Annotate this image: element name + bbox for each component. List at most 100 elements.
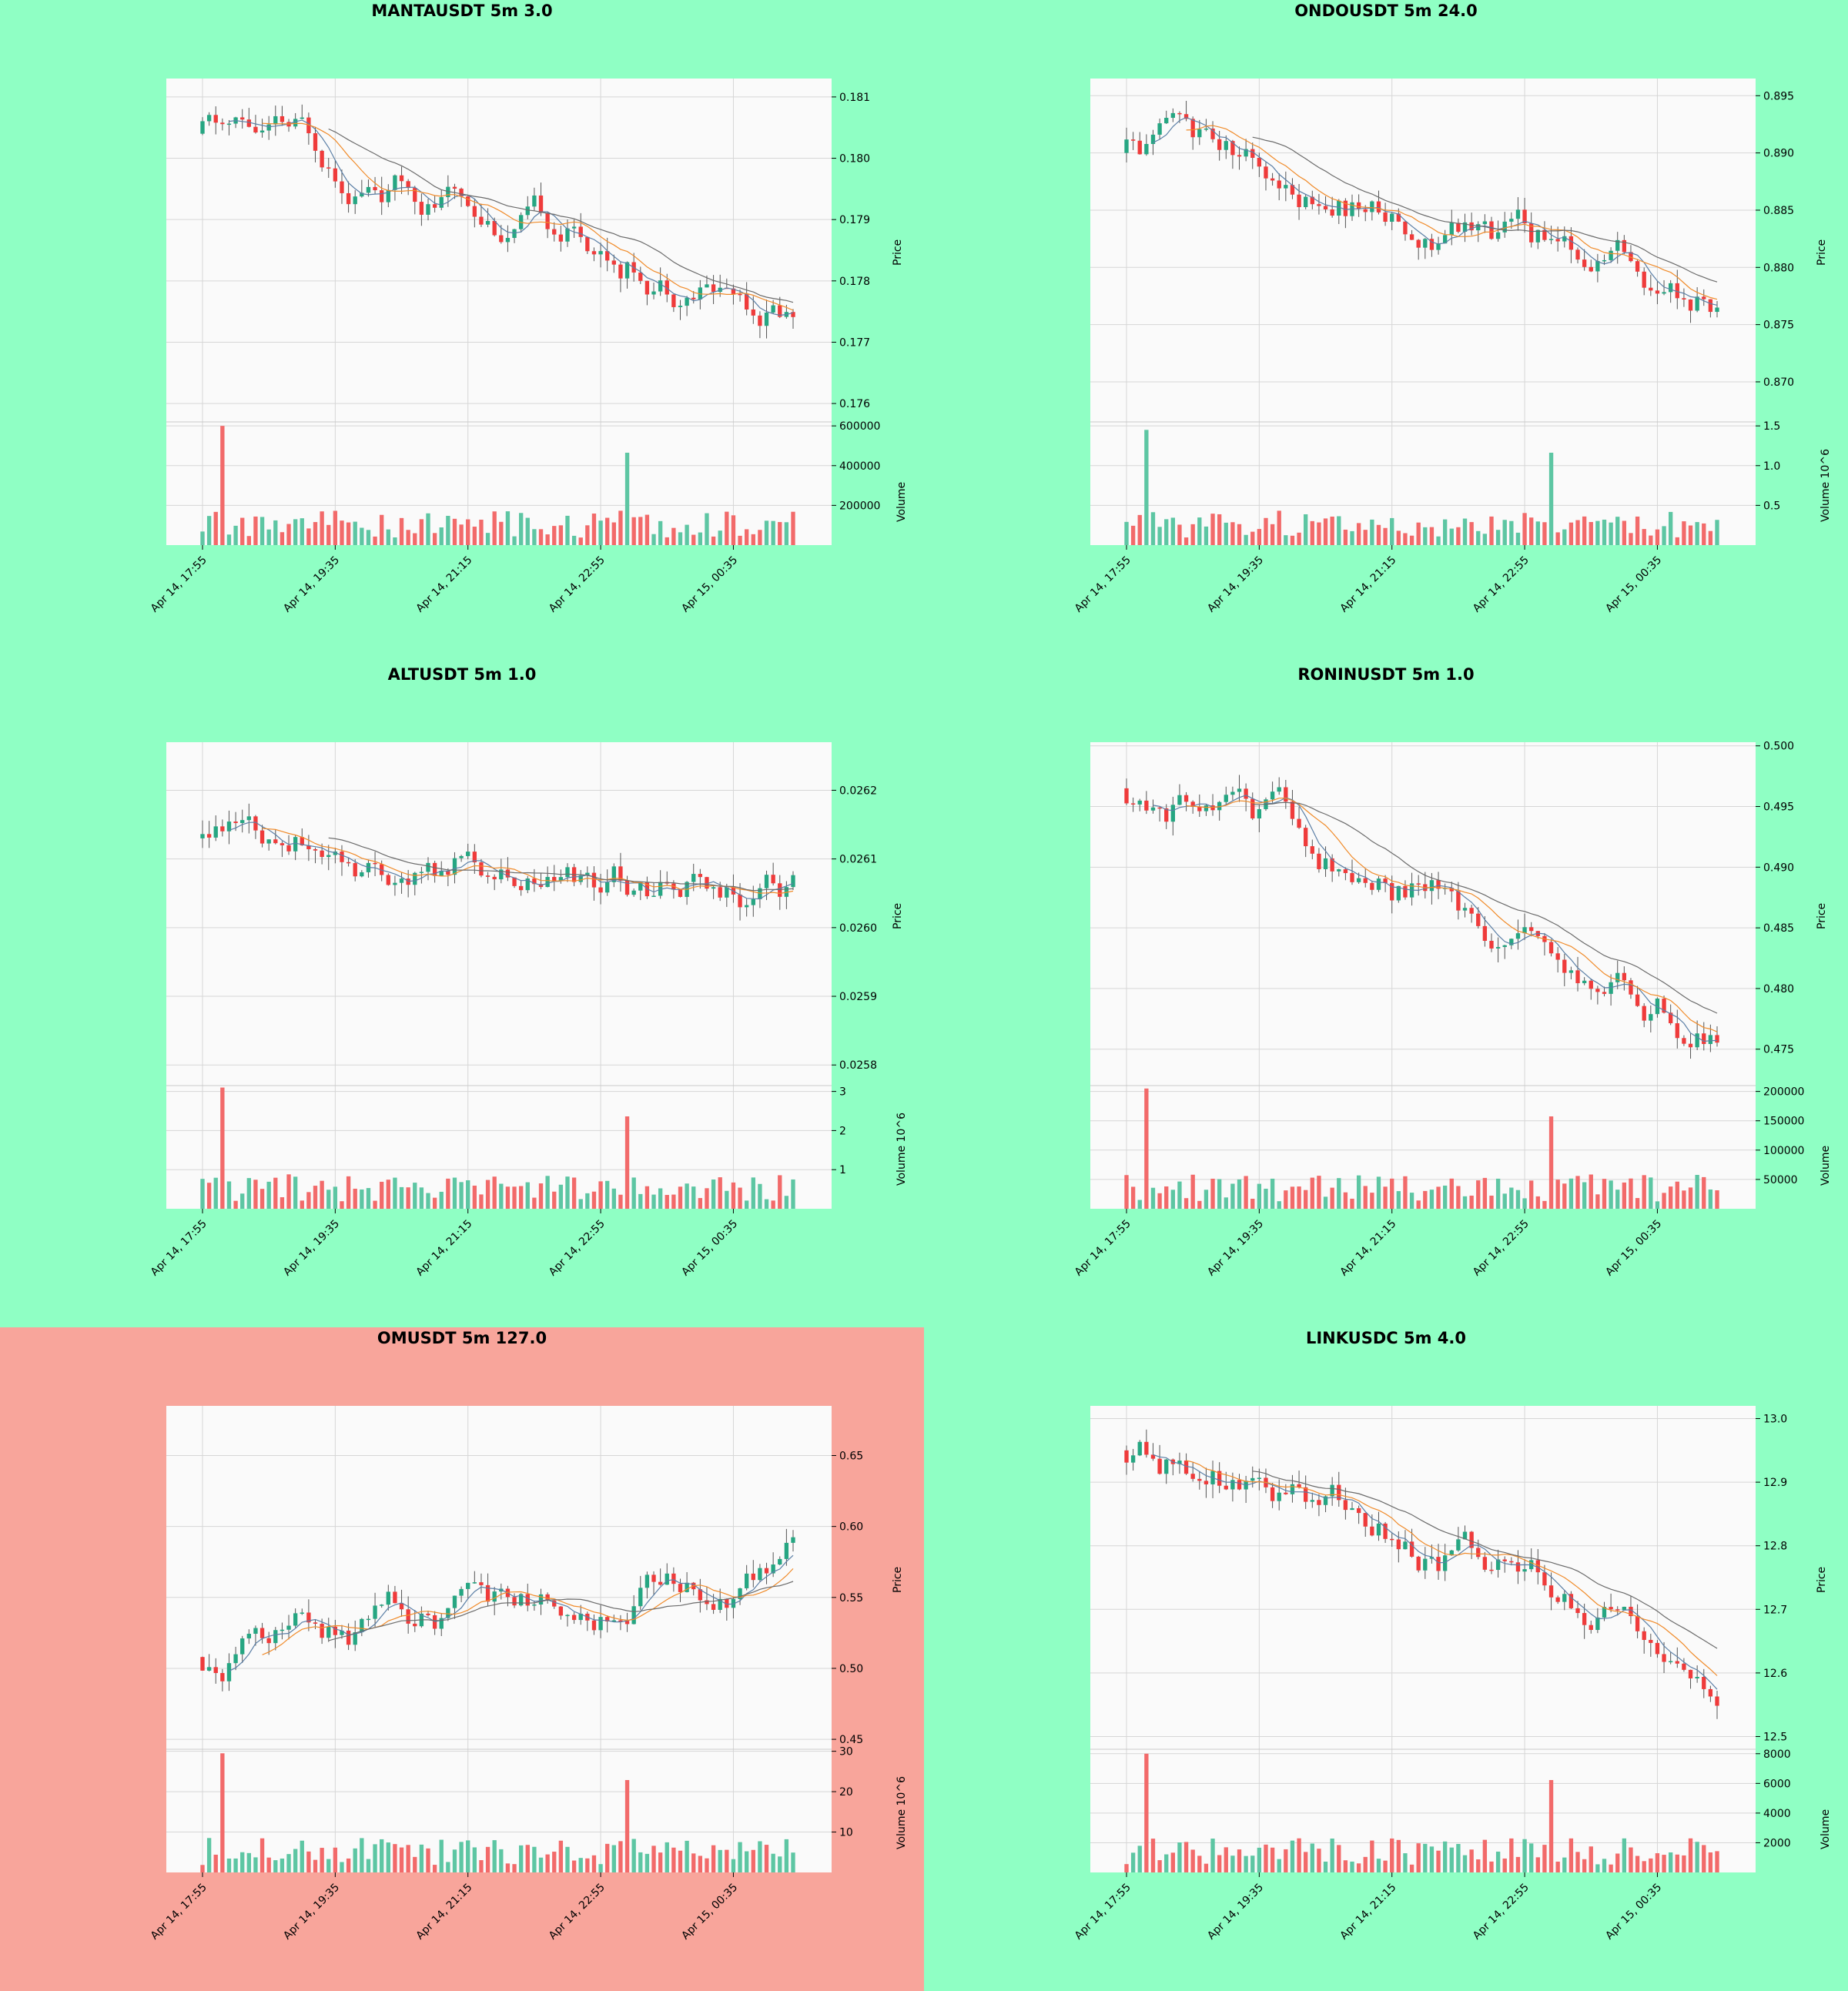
volume-tick-label: 400000 xyxy=(839,460,880,473)
candle-body xyxy=(1482,221,1488,225)
candle-body xyxy=(313,133,318,151)
volume-bar xyxy=(512,1186,517,1209)
candle-body xyxy=(1210,805,1215,811)
volume-tick-label: 2 xyxy=(839,1125,846,1137)
candle-body xyxy=(246,816,251,821)
volume-bar xyxy=(1482,1177,1488,1209)
candle-body xyxy=(1449,223,1454,236)
candle-body xyxy=(624,1621,630,1625)
volume-bar xyxy=(1204,1863,1209,1872)
volume-bar xyxy=(413,1183,417,1209)
volume-bar xyxy=(380,1181,384,1209)
candle-body xyxy=(565,228,570,242)
volume-bar xyxy=(1682,1190,1686,1209)
candle-body xyxy=(1622,972,1627,981)
candle-body xyxy=(413,1623,417,1627)
volume-bar xyxy=(644,1186,650,1209)
candle-body xyxy=(1502,1559,1507,1561)
candle-body xyxy=(731,1598,736,1608)
candle-body xyxy=(1290,801,1295,819)
candle-body xyxy=(552,229,557,235)
plot-area xyxy=(1090,742,1756,1209)
volume-bar xyxy=(1150,1187,1156,1209)
volume-bar xyxy=(1323,1196,1328,1209)
volume-bar xyxy=(1177,524,1182,545)
candle-body xyxy=(1535,229,1540,243)
candle-body xyxy=(1682,1663,1686,1670)
candle-body xyxy=(1436,880,1441,889)
volume-bar xyxy=(1177,1842,1182,1872)
candle-body xyxy=(532,1604,537,1606)
volume-bar xyxy=(226,1181,232,1209)
candle-body xyxy=(578,875,583,882)
volume-bar xyxy=(1224,522,1228,545)
price-tick-label: 12.5 xyxy=(1763,1731,1787,1743)
volume-bar xyxy=(1144,1088,1149,1209)
volume-bar xyxy=(200,1179,205,1209)
candle-body xyxy=(1383,212,1388,223)
candle-body xyxy=(1715,307,1719,313)
ma-line-mid xyxy=(262,122,794,311)
candle-body xyxy=(685,1582,689,1592)
volume-bar xyxy=(671,527,676,545)
candle-body xyxy=(1662,292,1666,294)
candle-body xyxy=(246,119,251,127)
x-tick-label: Apr 14, 19:35 xyxy=(1205,1218,1266,1279)
volume-bar xyxy=(1217,1855,1222,1872)
candle-body xyxy=(1476,913,1481,926)
candle-body xyxy=(1257,1477,1262,1479)
volume-bar xyxy=(718,1177,722,1209)
volume-bar xyxy=(360,1838,364,1872)
volume-bar xyxy=(1489,1861,1494,1872)
volume-bar xyxy=(731,515,736,545)
plot-area xyxy=(1090,1406,1756,1872)
volume-bar xyxy=(406,1187,410,1209)
candle-body xyxy=(1304,828,1308,847)
candle-body xyxy=(571,226,577,229)
volume-bar xyxy=(466,519,470,545)
volume-bar xyxy=(644,514,650,545)
candle-body xyxy=(618,264,623,279)
x-tick-label: Apr 14, 17:55 xyxy=(149,1218,209,1279)
candle-body xyxy=(306,845,311,850)
volume-bar xyxy=(253,1857,258,1872)
candle-body xyxy=(1170,805,1175,822)
volume-bar xyxy=(346,522,351,545)
volume-bar xyxy=(758,1841,762,1872)
volume-bar xyxy=(1183,1198,1189,1209)
ma-line-slow xyxy=(1252,801,1718,1014)
volume-bar xyxy=(413,533,417,545)
volume-bar xyxy=(711,1845,716,1872)
volume-tick-label: 10 xyxy=(839,1827,853,1839)
candle-body xyxy=(386,189,390,202)
volume-bar xyxy=(1264,517,1268,545)
price-tick-label: 0.0260 xyxy=(839,922,877,935)
volume-bar xyxy=(1688,525,1693,545)
volume-bar xyxy=(631,1839,636,1872)
volume-bar xyxy=(705,513,709,545)
volume-bar xyxy=(353,1188,357,1209)
volume-bar xyxy=(1548,453,1554,545)
chart-panel: LINKUSDC 5m 4.0 12.5 12.6 12.7 12.8 12.9 13.0 2… xyxy=(924,1327,1848,1991)
candle-body xyxy=(1150,1454,1156,1459)
candle-body xyxy=(1157,807,1162,809)
candle-body xyxy=(1396,213,1401,222)
candle-body xyxy=(393,882,397,885)
candle-body xyxy=(624,262,630,279)
candle-body xyxy=(764,1568,769,1574)
candle-body xyxy=(472,852,477,863)
candle-body xyxy=(578,1613,583,1621)
volume-bar xyxy=(1442,519,1448,545)
candle-body xyxy=(565,867,570,878)
volume-bar xyxy=(1655,1853,1660,1872)
volume-bar xyxy=(1150,1839,1156,1872)
y-axis-label: Price xyxy=(892,903,904,929)
candle-body xyxy=(605,1617,610,1622)
candle-body xyxy=(432,862,437,876)
price-tick-label: 0.490 xyxy=(1763,862,1794,874)
volume-axis-label: Volume xyxy=(1820,1809,1832,1849)
volume-bar xyxy=(426,1848,430,1872)
candle-body xyxy=(598,887,603,893)
volume-bar xyxy=(618,1194,623,1209)
x-tick-label: Apr 14, 17:55 xyxy=(149,1882,209,1942)
